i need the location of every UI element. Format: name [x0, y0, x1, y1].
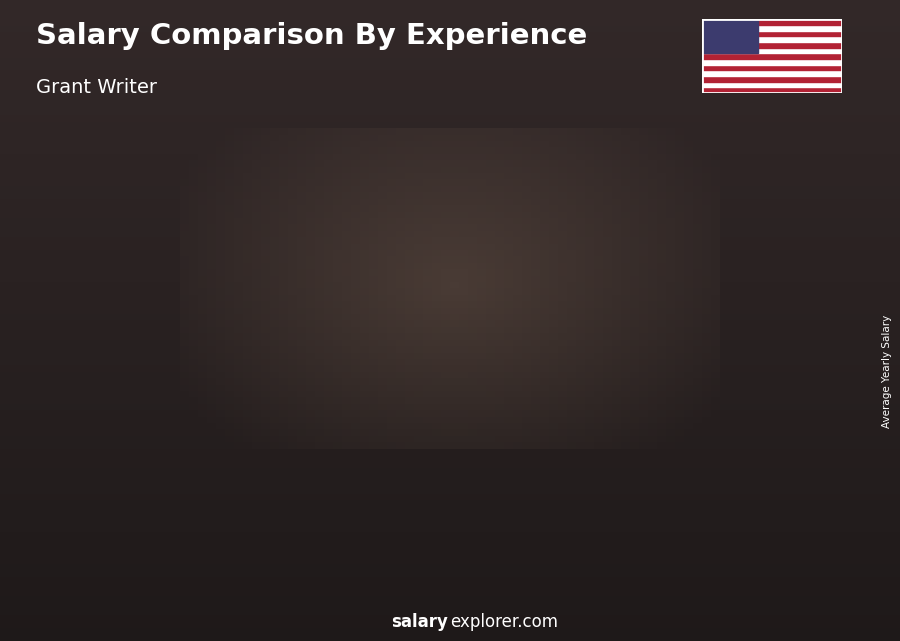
Text: +24%: +24%: [378, 187, 441, 205]
Polygon shape: [618, 222, 640, 558]
Polygon shape: [438, 244, 521, 252]
Text: 23,300 USD: 23,300 USD: [94, 401, 169, 414]
Polygon shape: [737, 201, 758, 558]
Text: 41,400 USD: 41,400 USD: [332, 294, 406, 306]
Text: +29%: +29%: [140, 313, 204, 333]
Bar: [131, 419, 144, 558]
Text: explorer.com: explorer.com: [450, 613, 558, 631]
Bar: [201, 379, 263, 558]
Polygon shape: [320, 303, 402, 311]
Bar: [556, 230, 618, 558]
Bar: [702, 25, 842, 31]
Text: 30,000 USD: 30,000 USD: [213, 362, 288, 374]
Bar: [702, 65, 842, 71]
Polygon shape: [381, 303, 402, 558]
Bar: [702, 19, 758, 53]
Polygon shape: [201, 371, 284, 379]
Bar: [487, 252, 500, 558]
Bar: [675, 208, 737, 558]
Bar: [369, 311, 381, 558]
Polygon shape: [675, 201, 758, 208]
Bar: [702, 81, 842, 87]
Bar: [702, 19, 842, 25]
Text: Salary Comparison By Experience: Salary Comparison By Experience: [36, 22, 587, 51]
Bar: [702, 87, 842, 93]
Text: 58,600 USD: 58,600 USD: [688, 191, 762, 204]
Polygon shape: [556, 222, 640, 230]
Bar: [724, 208, 737, 558]
Text: 54,900 USD: 54,900 USD: [569, 213, 643, 226]
Polygon shape: [82, 411, 166, 419]
Bar: [438, 252, 500, 558]
Text: Grant Writer: Grant Writer: [36, 78, 157, 97]
Text: +7%: +7%: [503, 165, 553, 184]
Bar: [702, 47, 842, 53]
Bar: [702, 76, 842, 81]
Bar: [702, 37, 842, 42]
Bar: [702, 31, 842, 37]
Text: +38%: +38%: [259, 246, 322, 264]
Bar: [702, 42, 842, 47]
Bar: [250, 379, 263, 558]
Text: salary: salary: [392, 613, 448, 631]
Text: +7%: +7%: [622, 143, 671, 162]
Bar: [606, 230, 618, 558]
Polygon shape: [144, 411, 166, 558]
Bar: [702, 53, 842, 59]
Polygon shape: [263, 371, 284, 558]
Bar: [82, 419, 144, 558]
Text: 51,300 USD: 51,300 USD: [450, 235, 525, 247]
Bar: [702, 59, 842, 65]
Bar: [702, 71, 842, 76]
Polygon shape: [500, 244, 521, 558]
Text: Average Yearly Salary: Average Yearly Salary: [881, 315, 892, 428]
Bar: [320, 311, 381, 558]
